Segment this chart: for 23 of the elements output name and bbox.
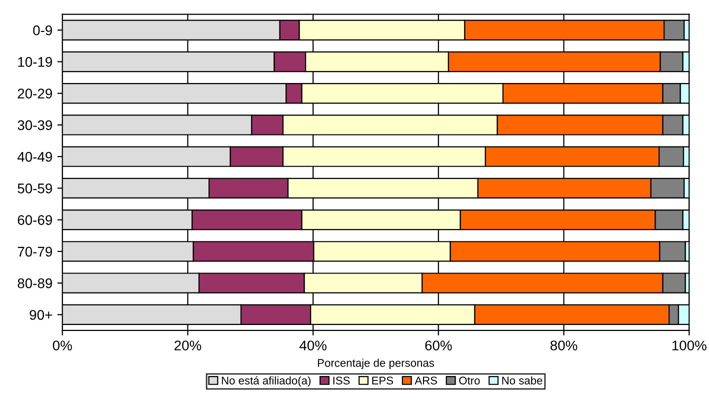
legend-label: Otro: [459, 376, 480, 384]
x-tick-label: 20%: [174, 340, 202, 350]
y-tick-label: 50-59: [18, 184, 52, 194]
x-tick-label: 0%: [52, 340, 72, 350]
legend-label: ISS: [333, 376, 350, 384]
y-tick-label: 60-69: [18, 215, 52, 225]
y-tick-label: 80-89: [18, 278, 52, 288]
legend-label: No sabe: [502, 376, 542, 384]
y-tick-label: 30-39: [18, 120, 52, 130]
y-tick-label: 20-29: [18, 88, 52, 98]
legend-label: No está afiliado(a): [222, 376, 311, 387]
x-tick-label: 60%: [425, 340, 452, 350]
x-axis-title: Porcentaje de personas: [318, 358, 434, 370]
y-tick-label: 70-79: [18, 246, 52, 257]
legend-label: ARS: [414, 376, 438, 384]
legend-label: EPS: [372, 376, 394, 384]
y-tick-label: 90+: [30, 310, 52, 320]
y-tick-label: 40-49: [17, 152, 52, 162]
y-tick-label: 10-19: [18, 57, 52, 67]
x-tick-label: 80%: [550, 340, 578, 350]
x-tick-label: 40%: [300, 340, 326, 350]
x-tick-label: 100%: [672, 340, 706, 350]
y-tick-label: 0-9: [33, 25, 52, 36]
